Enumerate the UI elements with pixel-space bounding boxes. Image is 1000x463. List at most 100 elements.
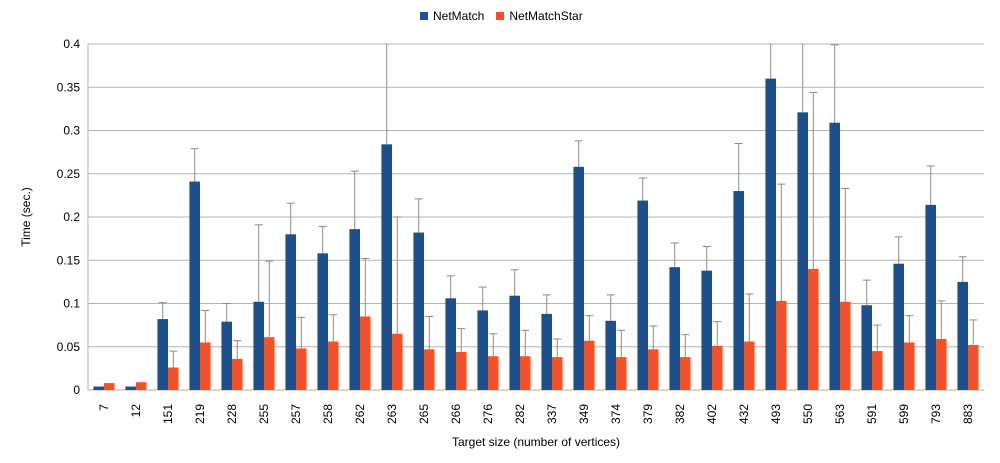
x-tick-label: 883 <box>961 404 975 424</box>
bar-netmatch-7 <box>93 386 104 390</box>
bar-netmatch-793 <box>925 204 936 390</box>
bar-netmatchstar-265 <box>424 349 435 390</box>
x-tick-label: 266 <box>449 404 463 424</box>
bar-netmatch-12 <box>125 386 136 390</box>
x-tick-label: 228 <box>225 404 239 424</box>
x-tick-label: 402 <box>705 404 719 424</box>
y-tick-label: 0.25 <box>57 167 81 181</box>
bar-netmatch-493 <box>765 78 776 390</box>
x-axis-title: Target size (number of vertices) <box>452 435 620 449</box>
bar-netmatchstar-266 <box>456 351 467 390</box>
y-tick-label: 0.15 <box>57 253 81 267</box>
x-tick-label: 7 <box>97 404 111 411</box>
bar-netmatchstar-257 <box>296 348 307 390</box>
bar-netmatch-258 <box>317 253 328 390</box>
bar-netmatchstar-255 <box>264 337 275 390</box>
bar-netmatchstar-263 <box>392 333 403 390</box>
bar-netmatch-550 <box>797 112 808 391</box>
bar-netmatch-276 <box>477 310 488 390</box>
legend-label-netmatchstar: NetMatchStar <box>509 9 583 23</box>
bar-netmatchstar-374 <box>616 357 627 390</box>
x-tick-label: 432 <box>737 404 751 424</box>
x-tick-label: 599 <box>897 404 911 424</box>
x-tick-label: 262 <box>353 404 367 424</box>
x-tick-label: 219 <box>193 404 207 424</box>
bar-netmatch-432 <box>733 191 744 390</box>
x-tick-label: 493 <box>769 404 783 424</box>
bar-netmatch-219 <box>189 181 200 390</box>
chart-legend: NetMatch NetMatchStar <box>420 9 595 23</box>
y-tick-label: 0.2 <box>63 210 80 224</box>
bar-netmatch-563 <box>829 122 840 390</box>
x-tick-label: 257 <box>289 404 303 424</box>
bar-netmatchstar-591 <box>872 351 883 390</box>
x-tick-label: 276 <box>481 404 495 424</box>
x-tick-label: 379 <box>641 404 655 424</box>
bar-netmatch-379 <box>637 200 648 390</box>
bar-netmatch-255 <box>253 301 264 390</box>
bar-netmatchstar-349 <box>584 340 595 390</box>
bar-netmatch-382 <box>669 267 680 390</box>
bar-netmatch-151 <box>157 319 168 390</box>
legend-swatch-netmatchstar <box>496 12 505 20</box>
legend-label-netmatch: NetMatch <box>433 9 485 23</box>
y-tick-label: 0.35 <box>57 80 81 94</box>
x-tick-label: 793 <box>929 404 943 424</box>
bar-netmatchstar-219 <box>200 342 211 390</box>
bar-netmatch-266 <box>445 298 456 390</box>
bar-netmatch-374 <box>605 320 616 390</box>
bar-netmatch-263 <box>381 144 392 390</box>
x-tick-label: 349 <box>577 404 591 424</box>
x-tick-label: 258 <box>321 404 335 424</box>
bar-netmatchstar-276 <box>488 356 499 390</box>
bar-netmatchstar-793 <box>936 338 947 390</box>
x-tick-label: 382 <box>673 404 687 424</box>
bar-netmatchstar-151 <box>168 367 179 390</box>
bar-netmatchstar-493 <box>776 300 787 390</box>
y-tick-label: 0.1 <box>63 297 80 311</box>
bar-netmatchstar-883 <box>968 345 979 390</box>
x-tick-label: 374 <box>609 404 623 424</box>
bar-netmatchstar-563 <box>840 301 851 390</box>
bar-netmatchstar-337 <box>552 357 563 390</box>
y-tick-label: 0.05 <box>57 340 81 354</box>
bar-netmatchstar-432 <box>744 341 755 390</box>
x-tick-label: 265 <box>417 404 431 424</box>
bar-netmatchstar-550 <box>808 268 819 390</box>
x-tick-label: 255 <box>257 404 271 424</box>
bar-netmatchstar-402 <box>712 345 723 390</box>
bar-netmatchstar-12 <box>136 382 147 390</box>
bar-netmatchstar-228 <box>232 358 243 390</box>
bar-netmatch-337 <box>541 313 552 390</box>
y-tick-label: 0.3 <box>63 124 80 138</box>
bar-netmatch-282 <box>509 295 520 390</box>
legend-item-netmatch: NetMatch <box>420 9 484 23</box>
x-tick-label: 282 <box>513 404 527 424</box>
bar-netmatch-228 <box>221 321 232 390</box>
bar-netmatchstar-7 <box>104 383 115 390</box>
legend-swatch-netmatch <box>420 12 428 20</box>
bar-netmatch-883 <box>957 281 968 390</box>
x-tick-label: 337 <box>545 404 559 424</box>
bar-netmatch-402 <box>701 270 712 390</box>
bar-netmatchstar-282 <box>520 356 531 390</box>
bar-netmatch-591 <box>861 305 872 390</box>
x-tick-label: 591 <box>865 404 879 424</box>
x-tick-label: 263 <box>385 404 399 424</box>
y-tick-label: 0.4 <box>63 37 80 51</box>
x-tick-label: 550 <box>801 404 815 424</box>
x-tick-label: 12 <box>129 404 143 418</box>
bar-netmatch-265 <box>413 232 424 390</box>
y-axis-title: Time (sec.) <box>19 187 33 247</box>
y-tick-label: 0 <box>73 383 80 397</box>
bar-netmatchstar-262 <box>360 316 371 390</box>
bar-netmatchstar-599 <box>904 342 915 390</box>
x-tick-label: 151 <box>161 404 175 424</box>
bar-netmatch-262 <box>349 229 360 390</box>
bar-netmatch-349 <box>573 166 584 390</box>
x-tick-label: 563 <box>833 404 847 424</box>
bar-netmatchstar-379 <box>648 349 659 390</box>
legend-item-netmatchstar: NetMatchStar <box>496 9 583 23</box>
bar-netmatchstar-382 <box>680 357 691 390</box>
